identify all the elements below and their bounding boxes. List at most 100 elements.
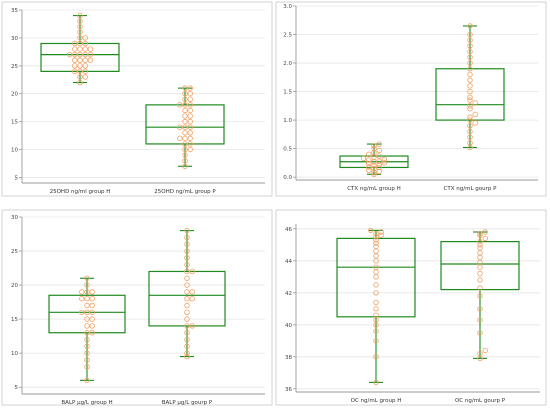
category-label: BALP μg/L gourp P [162,400,213,406]
data-point [77,24,83,30]
data-point [467,140,473,146]
data-point [477,350,483,357]
data-point [79,289,85,295]
y-tick-label: 3.0 [283,4,292,10]
data-point [184,353,190,360]
data-point [467,103,473,109]
data-point [381,156,388,163]
data-point [467,117,473,123]
data-point [477,245,483,251]
chart-panel-2: 0.0 0.5 1.0 1.5 2.0 2.5 3.0 CTX ng/mL group H CT… [275,1,547,197]
data-point [84,350,90,356]
data-point [84,302,90,309]
data-point [89,309,95,316]
data-point [182,91,188,97]
data-point [77,68,83,75]
data-point [187,124,193,130]
data-point [82,63,88,69]
data-point [182,141,188,147]
data-point [77,40,83,47]
data-point [182,107,188,114]
data-point [84,336,90,343]
data-point [376,153,382,159]
data-point [89,295,95,302]
data-point [82,51,88,58]
data-point [187,118,193,125]
data-point [467,114,473,120]
data-point [378,232,384,238]
data-point [477,232,483,238]
box-group-2 [148,227,226,360]
data-point [182,157,188,164]
data-point [77,51,83,58]
data-point [482,229,488,235]
data-point [184,330,190,336]
y-tick-label: 36 [285,387,292,393]
data-point [87,51,94,58]
data-point [467,97,473,103]
data-point [371,143,377,149]
y-tick-label: 10 [11,148,18,154]
data-point [84,343,90,350]
data-point [366,167,372,174]
data-point [371,163,377,169]
data-point [467,23,473,29]
chart-panel-1: 5 10 15 20 25 30 35 25OHD ng/ml group H 25OHD ng… [1,1,273,197]
data-point [77,35,83,41]
data-point [184,302,190,309]
y-tick-label: 0.5 [283,147,292,153]
box-group-1 [40,12,120,86]
data-point [89,316,95,322]
data-point [368,227,374,234]
data-point [472,111,478,118]
y-tick-label: 5 [15,385,19,391]
data-point [82,74,88,80]
box-group-2 [145,85,225,169]
box-group-1 [48,275,126,384]
data-point [373,264,379,270]
data-point [182,85,188,91]
y-tick-label: 15 [11,120,18,126]
data-point [366,160,372,167]
data-point [182,96,188,102]
y-tick-label: 44 [285,259,292,265]
data-point [376,141,382,147]
data-point [373,338,379,344]
data-point [87,46,94,52]
data-point [66,51,73,58]
data-point [182,113,188,119]
data-point [467,128,473,135]
data-point [371,149,377,156]
data-point [467,37,473,43]
data-point [371,145,377,152]
data-point [371,169,377,176]
data-point [184,350,190,356]
data-point [84,289,90,295]
data-point [184,227,190,234]
category-label: 25OHD ng/mL group P [154,189,216,195]
data-point [371,165,377,172]
data-point [84,295,90,302]
data-point [72,57,78,63]
data-point [182,118,188,125]
data-point [79,309,85,316]
data-point [187,85,193,91]
box-group-2 [440,229,520,362]
category-label: BALP μg/L group H [61,400,112,406]
data-point [84,364,90,370]
data-point [184,268,190,275]
data-point [184,234,190,241]
data-point [84,275,90,281]
data-point [184,255,190,261]
data-point [477,317,483,323]
data-point [467,105,473,112]
y-tick-label: 1.5 [283,90,292,96]
data-point [373,306,379,312]
y-tick-label: 20 [11,92,18,98]
data-point [72,63,78,69]
data-point [82,40,88,47]
box-iqr [440,241,520,291]
category-label: 25OHD ng/ml group H [50,189,111,195]
data-point [366,157,372,163]
data-point [184,309,190,316]
